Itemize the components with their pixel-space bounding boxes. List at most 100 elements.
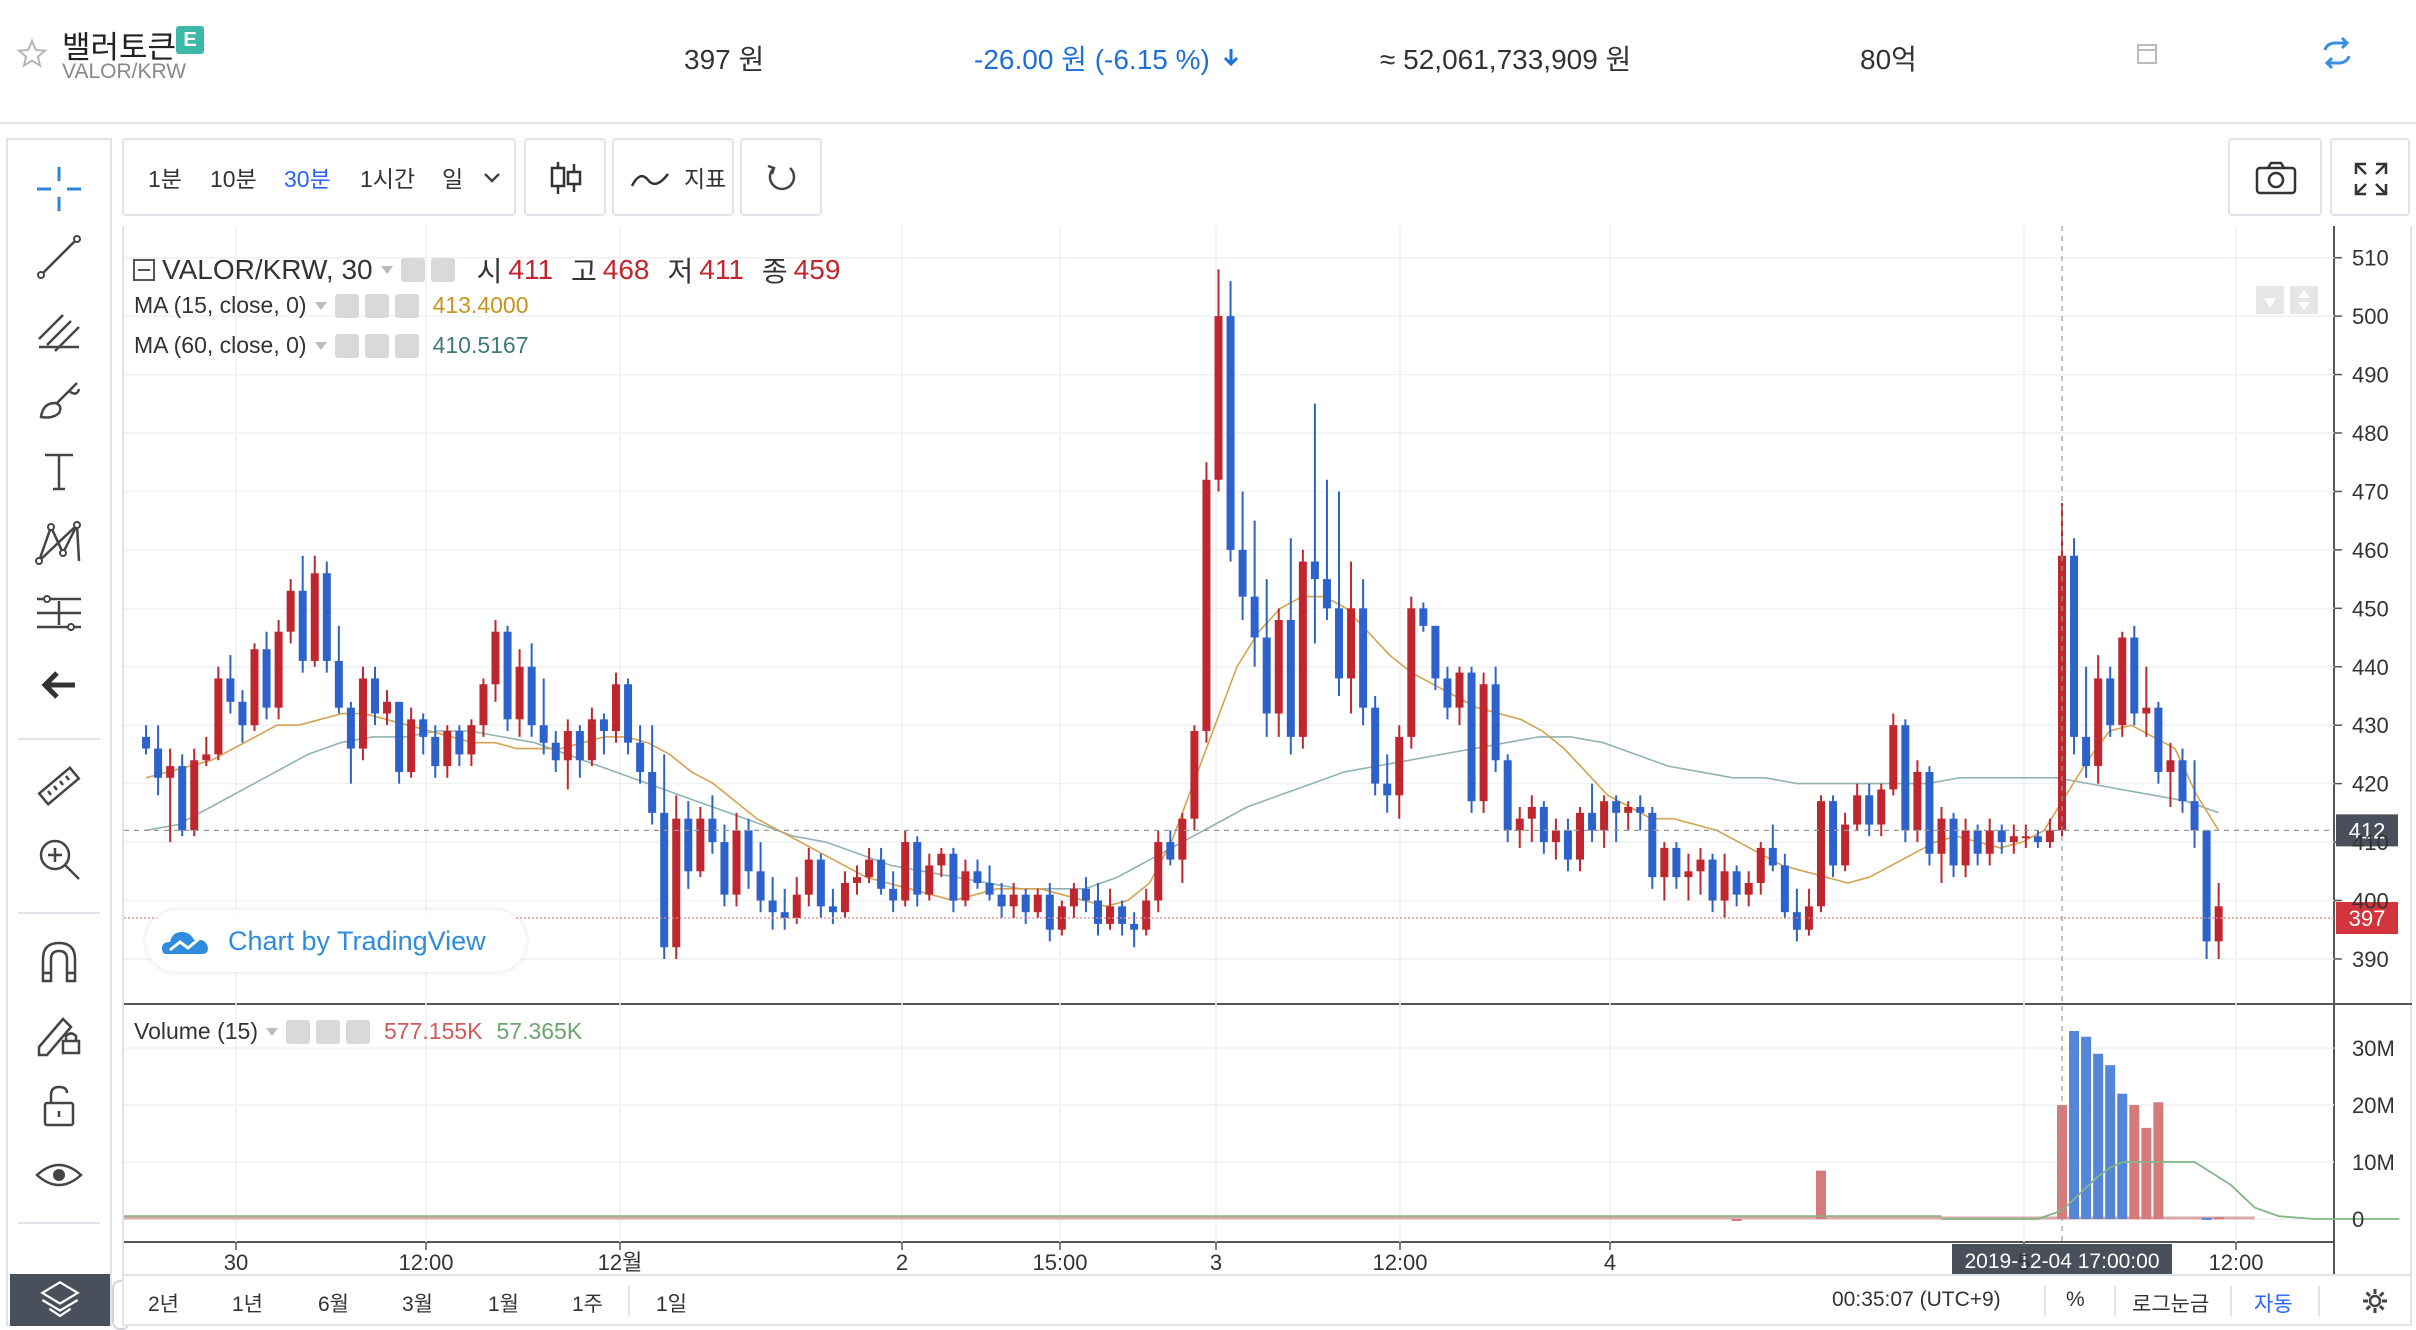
eye-icon[interactable] (8, 1142, 110, 1208)
candle (346, 707, 355, 749)
timeframe-1m[interactable]: 1분 (148, 166, 182, 192)
star-icon[interactable] (16, 38, 48, 70)
candle (2142, 707, 2151, 714)
range-1d[interactable]: 1일 (656, 1293, 687, 1316)
candle (780, 912, 789, 919)
candle (1780, 865, 1789, 913)
volume-ma-value: 57.365K (496, 1018, 583, 1044)
chevron-down-icon[interactable] (264, 1026, 280, 1038)
gear-icon[interactable] (316, 1019, 341, 1044)
candle (1009, 894, 1018, 907)
text-icon[interactable] (8, 438, 110, 504)
chevron-down-icon[interactable] (482, 170, 502, 186)
crosshair-icon[interactable] (8, 156, 110, 222)
back-arrow-icon[interactable] (8, 652, 110, 718)
timeframe-1h[interactable]: 1시간 (360, 166, 416, 192)
candle (1877, 789, 1886, 825)
layers-icon[interactable] (10, 1274, 110, 1326)
range-1y[interactable]: 1년 (232, 1293, 263, 1316)
time-tick-label: 12:00 (1372, 1250, 1427, 1275)
gear-icon[interactable] (364, 293, 389, 318)
chevron-down-icon[interactable] (313, 300, 329, 312)
ruler-icon[interactable] (8, 754, 110, 820)
undo-icon[interactable] (740, 138, 822, 216)
volume-bar (2093, 1053, 2104, 1219)
candle (1118, 906, 1127, 924)
range-3m[interactable]: 3월 (402, 1293, 433, 1316)
range-2y[interactable]: 2년 (148, 1293, 179, 1316)
range-6m[interactable]: 6월 (318, 1293, 349, 1316)
candle (238, 701, 247, 726)
trade-amount: ≈ 52,061,733,909 원 (1380, 44, 1632, 75)
camera-icon[interactable] (2228, 138, 2322, 216)
candle (1744, 882, 1753, 895)
candle (322, 573, 331, 661)
candle (1238, 549, 1247, 597)
eye-icon[interactable] (334, 293, 359, 318)
range-1w[interactable]: 1주 (572, 1293, 603, 1316)
close-icon[interactable] (346, 1019, 371, 1044)
candle-style-icon[interactable] (524, 138, 606, 216)
close-icon[interactable] (394, 333, 419, 358)
percent-scale-button[interactable]: % (2066, 1288, 2085, 1311)
gear-icon[interactable] (2362, 1288, 2388, 1314)
auto-scale-button[interactable]: 자동 (2254, 1293, 2293, 1316)
eye-icon[interactable] (334, 333, 359, 358)
chevron-down-icon[interactable] (379, 264, 395, 276)
volume-tick-label: 20M (2352, 1093, 2395, 1118)
candle (1889, 725, 1898, 790)
candle (1274, 620, 1283, 714)
lock-icon[interactable] (8, 1072, 110, 1138)
magnet-icon[interactable] (8, 928, 110, 994)
lock-drawing-icon[interactable] (8, 1000, 110, 1066)
refresh-icon[interactable] (2320, 36, 2354, 70)
legend-high: 468 (602, 254, 650, 285)
pattern-icon[interactable] (8, 510, 110, 576)
chart-area[interactable]: 412 397 2019-12-04 17:00:00 510 500 490 480 47… (122, 226, 2412, 1326)
price-chart[interactable]: 412 397 2019-12-04 17:00:00 510 500 490 480 47… (124, 226, 2412, 1276)
indicator-button[interactable]: 지표 (612, 138, 734, 216)
candle (1371, 707, 1380, 784)
candle (250, 649, 259, 726)
fib-icon[interactable] (8, 296, 110, 362)
candle (563, 731, 572, 761)
candle (1527, 807, 1536, 819)
candle (178, 766, 187, 831)
candle (443, 731, 452, 767)
candle (1395, 736, 1404, 796)
candle (672, 818, 681, 948)
timeframe-day[interactable]: 일 (442, 166, 464, 192)
measure-icon[interactable] (8, 580, 110, 646)
gear-icon[interactable] (364, 333, 389, 358)
tradingview-text: Chart by TradingView (228, 925, 486, 956)
window-icon[interactable] (2135, 42, 2159, 66)
chevron-down-icon[interactable] (313, 340, 329, 352)
tradingview-watermark[interactable]: Chart by TradingView (146, 910, 526, 972)
last-price-label: 397 (2349, 906, 2386, 931)
log-scale-button[interactable]: 로그눈금 (2132, 1293, 2210, 1316)
fullscreen-icon[interactable] (2330, 138, 2410, 216)
zoom-in-icon[interactable] (8, 826, 110, 892)
candle (142, 736, 151, 749)
timeframe-10m[interactable]: 10분 (210, 166, 257, 192)
trend-line-icon[interactable] (8, 224, 110, 290)
time-tick-label: 12:00 (398, 1250, 453, 1275)
gear-icon[interactable] (430, 258, 455, 282)
eye-icon[interactable] (400, 258, 425, 282)
candle (1973, 830, 1982, 854)
volume-bar (1731, 1219, 1742, 1221)
eye-icon[interactable] (286, 1019, 311, 1044)
trade-volume: 80억 (1860, 44, 1917, 75)
candle (2130, 637, 2139, 714)
collapse-legend-icon[interactable] (132, 258, 156, 282)
timeframe-30m[interactable]: 30분 (284, 166, 331, 192)
candle (431, 736, 440, 767)
close-icon[interactable] (394, 293, 419, 318)
range-1m[interactable]: 1월 (488, 1293, 519, 1316)
legend-open: 411 (508, 254, 554, 285)
candle (1130, 923, 1139, 930)
candle (166, 766, 175, 778)
scale-arrows-icon[interactable] (2256, 286, 2318, 314)
clock[interactable]: 00:35:07 (UTC+9) (1832, 1288, 2001, 1311)
brush-icon[interactable] (8, 366, 110, 432)
